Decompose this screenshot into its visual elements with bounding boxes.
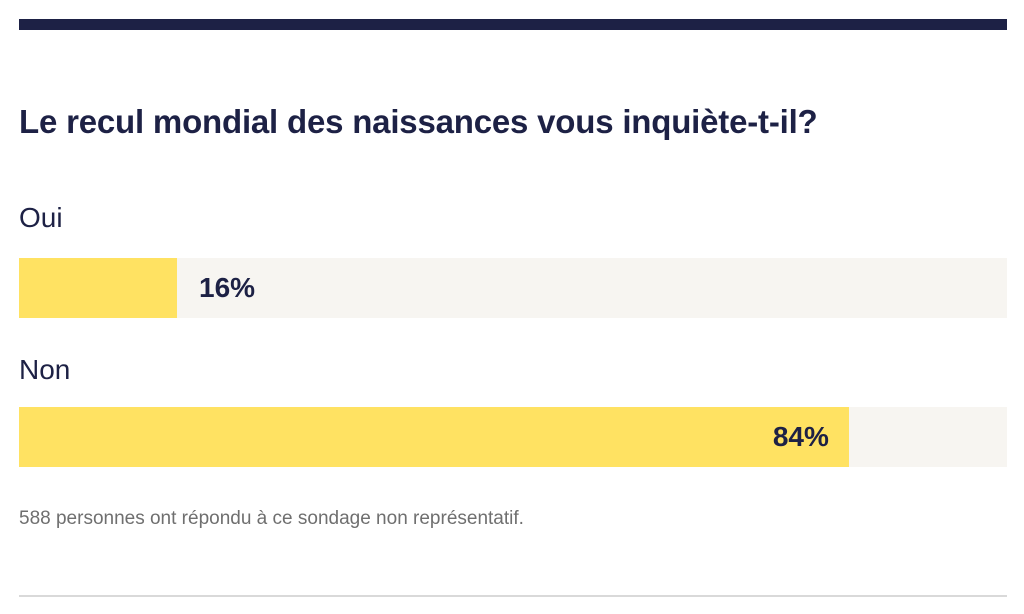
bar-fill-non: 84% xyxy=(19,407,849,467)
percent-value-non: 84% xyxy=(772,421,829,452)
bottom-divider xyxy=(19,595,1007,597)
result-bar-non: 84% xyxy=(19,407,1007,467)
option-label-non: Non xyxy=(19,354,71,385)
poll-footnote: 588 personnes ont répondu à ce sondage n… xyxy=(19,508,524,529)
poll-question: Le recul mondial des naissances vous inq… xyxy=(19,103,818,140)
option-label-oui: Oui xyxy=(19,202,63,233)
bar-fill-oui xyxy=(19,258,178,318)
percent-value-oui: 16% xyxy=(199,272,256,303)
result-bar-oui: 16% xyxy=(19,258,1007,318)
top-divider xyxy=(19,19,1007,30)
